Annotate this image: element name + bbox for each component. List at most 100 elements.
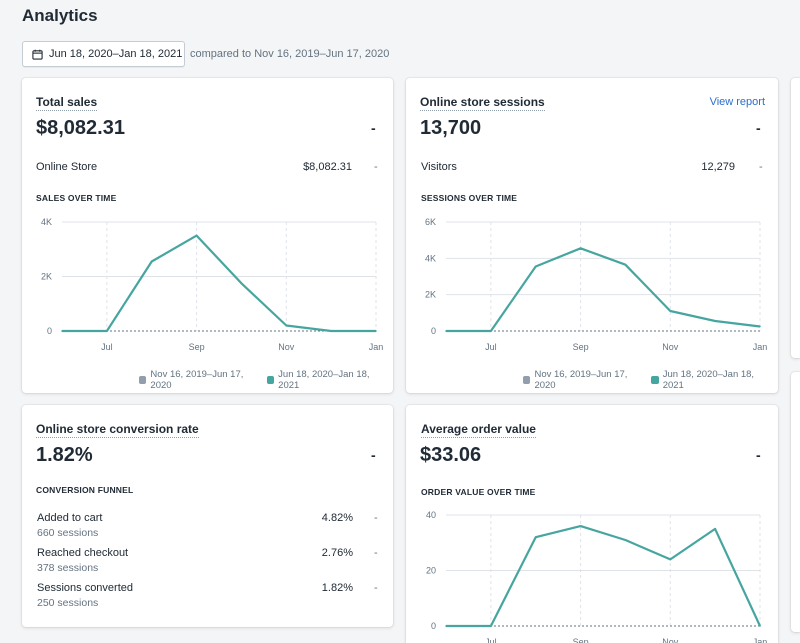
aov-card: Average order value $33.06 - ORDER VALUE… xyxy=(406,405,778,643)
sessions-title[interactable]: Online store sessions xyxy=(420,95,545,111)
x-tick-label: Sep xyxy=(189,342,205,352)
legend-label-previous: Nov 16, 2019–Jun 17, 2020 xyxy=(150,369,244,391)
page-title: Analytics xyxy=(22,6,98,25)
data-point xyxy=(445,625,447,627)
data-point xyxy=(534,265,537,268)
sessions-chart: 0 2K 4K 6K Jul Sep Nov Jan xyxy=(425,217,767,352)
y-tick-label: 40 xyxy=(426,510,436,520)
y-tick-label: 4K xyxy=(425,253,436,263)
legend-swatch-previous xyxy=(523,376,531,384)
legend-swatch-current xyxy=(266,376,275,384)
x-tick-label: Sep xyxy=(573,637,589,643)
online-store-change: - xyxy=(374,161,378,173)
aov-value: $33.06 xyxy=(420,444,482,466)
total-sales-card: Total sales $8,082.31 - Online Store $8,… xyxy=(22,78,393,393)
y-tick-label: 4K xyxy=(41,217,52,227)
funnel-added-to-cart-sessions: 660 sessions xyxy=(37,527,99,539)
legend-item-current: Jun 18, 2020–Jan 18, 2021 xyxy=(266,369,385,391)
y-tick-label: 0 xyxy=(431,326,436,336)
data-point xyxy=(150,260,153,263)
sessions-legend: Nov 16, 2019–Jun 17, 2020 Jun 18, 2020–J… xyxy=(523,369,778,391)
edge-card-bottom xyxy=(791,372,800,632)
visitors-label: Visitors xyxy=(421,161,457,173)
legend-label-current: Jun 18, 2020–Jan 18, 2021 xyxy=(662,369,755,391)
series-line-current xyxy=(446,247,761,333)
y-tick-label: 2K xyxy=(425,290,436,300)
conversion-value: 1.82% xyxy=(36,444,93,466)
conversion-change: - xyxy=(371,447,376,463)
data-point xyxy=(330,330,332,332)
data-point xyxy=(285,324,288,327)
legend-label-current: Jun 18, 2020–Jan 18, 2021 xyxy=(278,369,370,391)
sessions-change: - xyxy=(756,120,761,136)
sessions-card: Online store sessions View report 13,700… xyxy=(406,78,778,393)
date-range-label: Jun 18, 2020–Jan 18, 2021 xyxy=(49,48,183,60)
funnel-reached-checkout-value: 2.76% xyxy=(321,547,353,559)
compare-text: compared to Nov 16, 2019–Jun 17, 2020 xyxy=(190,48,390,60)
x-tick-label: Nov xyxy=(662,342,679,352)
order-value-chart: 0 20 40 Jul Sep Nov Jan xyxy=(426,510,768,643)
data-point xyxy=(624,263,627,266)
legend-item-previous: Nov 16, 2019–Jun 17, 2020 xyxy=(523,369,643,391)
data-point xyxy=(106,330,108,332)
online-store-value: $8,082.31 xyxy=(303,161,352,173)
data-point xyxy=(669,558,672,561)
conversion-title[interactable]: Online store conversion rate xyxy=(36,422,199,438)
y-tick-label: 0 xyxy=(431,621,436,631)
x-tick-label: Sep xyxy=(573,342,589,352)
x-tick-label: Jul xyxy=(485,637,497,643)
data-point xyxy=(669,310,672,312)
legend-item-previous: Nov 16, 2019–Jun 17, 2020 xyxy=(139,369,259,391)
total-sales-value: $8,082.31 xyxy=(36,117,125,139)
y-tick-label: 6K xyxy=(425,217,436,227)
calendar-icon xyxy=(32,49,43,60)
data-point xyxy=(195,234,198,237)
y-tick-label: 0 xyxy=(47,326,52,336)
y-tick-label: 2K xyxy=(41,272,52,282)
legend-item-current: Jun 18, 2020–Jan 18, 2021 xyxy=(651,369,770,391)
aov-change: - xyxy=(756,447,761,463)
data-point xyxy=(534,536,537,538)
edge-card-top xyxy=(791,78,800,358)
funnel-sessions-converted-value: 1.82% xyxy=(321,582,353,594)
data-point xyxy=(445,330,447,332)
data-point xyxy=(759,325,761,328)
data-point xyxy=(714,528,716,530)
funnel-added-to-cart-label: Added to cart xyxy=(37,512,103,524)
visitors-value: 12,279 xyxy=(701,161,735,173)
aov-title[interactable]: Average order value xyxy=(421,422,536,438)
data-point xyxy=(61,330,63,332)
total-sales-change: - xyxy=(371,120,376,136)
x-tick-label: Jan xyxy=(369,342,384,352)
funnel-added-to-cart-change: - xyxy=(374,512,378,524)
legend-label-previous: Nov 16, 2019–Jun 17, 2020 xyxy=(534,369,628,391)
sales-over-time-label: SALES OVER TIME xyxy=(36,193,117,203)
sessions-value: 13,700 xyxy=(420,117,482,139)
total-sales-title[interactable]: Total sales xyxy=(36,95,98,111)
x-tick-label: Jul xyxy=(485,342,497,352)
data-point xyxy=(579,247,582,250)
funnel-added-to-cart-value: 4.82% xyxy=(321,512,353,524)
series-line-current xyxy=(446,525,761,628)
y-tick-label: 20 xyxy=(426,566,436,576)
data-point xyxy=(624,539,627,541)
funnel-reached-checkout-label: Reached checkout xyxy=(37,547,129,559)
x-tick-label: Nov xyxy=(278,342,295,352)
x-tick-label: Jul xyxy=(101,342,113,352)
funnel-reached-checkout-sessions: 378 sessions xyxy=(37,562,99,574)
legend-swatch-current xyxy=(651,376,659,384)
funnel-sessions-converted-change: - xyxy=(374,582,378,594)
conversion-funnel-label: CONVERSION FUNNEL xyxy=(36,485,134,495)
funnel-reached-checkout-change: - xyxy=(374,547,378,559)
order-value-over-time-label: ORDER VALUE OVER TIME xyxy=(421,487,536,497)
data-point xyxy=(490,330,492,332)
online-store-label: Online Store xyxy=(36,161,98,173)
x-tick-label: Jan xyxy=(753,637,768,643)
conversion-card: Online store conversion rate 1.82% - CON… xyxy=(22,405,393,627)
data-point xyxy=(490,625,492,627)
date-range-button[interactable]: Jun 18, 2020–Jan 18, 2021 xyxy=(22,41,185,67)
sales-legend: Nov 16, 2019–Jun 17, 2020 Jun 18, 2020–J… xyxy=(139,369,393,391)
view-report-link[interactable]: View report xyxy=(709,96,765,108)
x-tick-label: Nov xyxy=(662,637,679,643)
data-point xyxy=(240,282,243,285)
